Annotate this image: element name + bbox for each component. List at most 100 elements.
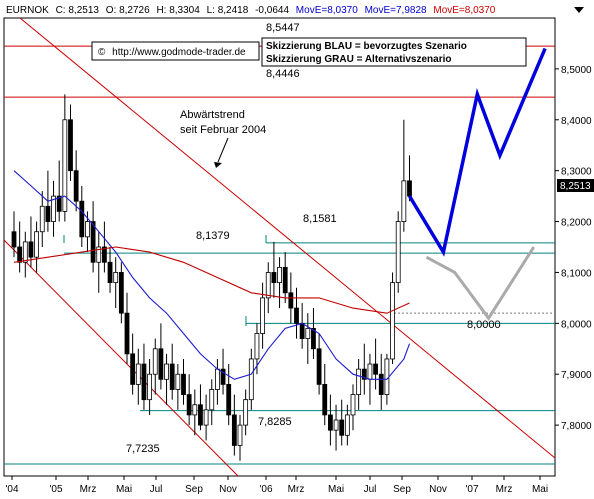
candle-body [214, 368, 220, 390]
candle-body [373, 363, 379, 375]
trend-annotation-line1: Abwärtstrend [180, 109, 245, 121]
ma-line-red [13, 246, 410, 314]
candle-body [186, 394, 192, 416]
candle-body [277, 266, 282, 284]
x-tick-label: '06 [259, 484, 272, 495]
candle-body [164, 363, 169, 380]
candle-body [22, 241, 28, 263]
candle-body [333, 419, 339, 431]
candle-body [260, 297, 266, 334]
header-symbol: EURNOK [6, 5, 49, 16]
candle-body [203, 409, 209, 426]
candle-body [17, 246, 23, 263]
candle-body [147, 373, 153, 401]
last-price-tag [557, 179, 594, 192]
trend-annotation-arrow [217, 137, 229, 163]
x-tick-label: Mai [116, 484, 132, 495]
candles [11, 94, 412, 461]
x-tick-label: '05 [49, 484, 62, 495]
x-tick-label: Mrz [80, 484, 97, 495]
candle-body [141, 363, 147, 401]
candle-body [390, 282, 395, 360]
candle-body [395, 221, 401, 284]
y-tick-label: 8,0000 [561, 319, 592, 330]
x-tick-label: '07 [465, 484, 478, 495]
candle-body [11, 231, 17, 248]
candle-body [311, 328, 316, 350]
header-bar [4, 2, 555, 16]
candle-body [130, 353, 136, 385]
x-tick-label: Mrz [496, 484, 513, 495]
candle-body [339, 419, 345, 436]
candle-body [102, 246, 107, 263]
candle-body [113, 272, 119, 284]
y-tick-label: 8,3000 [561, 167, 592, 178]
scenario-legend-blue: Skizzierung BLAU = bevorzugtes Szenario [266, 41, 467, 52]
x-tick-label: Jul [150, 484, 163, 495]
y-tick-label: 8,1000 [561, 268, 592, 279]
watermark-text: © http://www.godmode-trader.de [98, 47, 246, 58]
arrow-head-icon [214, 162, 222, 168]
candle-body [384, 358, 390, 395]
y-tick-label: 8,2000 [561, 218, 592, 229]
candle-body [322, 383, 328, 416]
candle-body [39, 205, 45, 233]
candle-body [118, 272, 124, 314]
candle-body [152, 348, 158, 375]
candle-body [192, 404, 198, 416]
candle-body [231, 414, 237, 446]
candle-body [367, 363, 373, 380]
candle-body [282, 266, 288, 294]
candle-body [243, 399, 249, 426]
trend-line-lower [4, 239, 239, 476]
scenario-legend-grey: Skizzierung GRAU = Alternativszenario [266, 54, 452, 65]
candle-body [248, 358, 254, 401]
y-tick-label: 7,8000 [561, 421, 592, 432]
level-label-7-8285: 7,8285 [258, 416, 292, 428]
candle-body [85, 221, 90, 238]
header-open: O: 8,2726 [106, 5, 150, 16]
candle-body [68, 119, 73, 172]
candle-body [350, 394, 356, 416]
x-tick-label: Mai [328, 484, 344, 495]
level-label-8-1379: 8,1379 [196, 230, 230, 242]
y-tick-label: 7,9000 [561, 370, 592, 381]
candle-body [327, 414, 333, 431]
candle-body [407, 180, 412, 197]
candle-body [344, 414, 350, 436]
header-close: C: 8,2513 [56, 5, 100, 16]
x-tick-label: Nov [429, 484, 447, 495]
candle-body [198, 404, 203, 426]
candle-body [96, 246, 102, 263]
scroll-up-icon[interactable] [574, 7, 584, 13]
candle-body [378, 373, 384, 395]
level-label-8-4446: 8,4446 [266, 68, 300, 80]
moving-averages [13, 170, 411, 380]
candle-body [56, 195, 62, 212]
x-tick-label: Jul [364, 484, 377, 495]
candle-body [175, 373, 181, 390]
x-tick-label: Mrz [288, 484, 305, 495]
header-mave-3: MovE=8,0370 [433, 5, 495, 16]
x-tick-label: Sep [185, 484, 203, 495]
x-tick-label: Mai [532, 484, 548, 495]
header-high: H: 8,3304 [156, 5, 200, 16]
candle-body [265, 272, 271, 299]
level-label-8-5447: 8,5447 [266, 22, 300, 34]
trend-channel [4, 18, 555, 476]
x-tick-label: Sep [393, 484, 411, 495]
scenario-line-grey [425, 246, 536, 321]
plot-area [3, 17, 556, 477]
level-label-8-0000: 8,0000 [467, 319, 501, 331]
candle-body [299, 322, 305, 340]
candle-body [90, 221, 96, 263]
header-mave-1: MovE=8,0370 [296, 5, 358, 16]
candle-body [79, 200, 85, 238]
header-mave-2: MovE=7,9828 [365, 5, 427, 16]
watermark-box [91, 41, 260, 61]
header-info: EURNOK C: 8,2513 O: 8,2726 H: 8,3304 L: … [6, 5, 496, 16]
candle-body [271, 272, 277, 284]
last-price-label: 8,2513 [560, 181, 591, 192]
